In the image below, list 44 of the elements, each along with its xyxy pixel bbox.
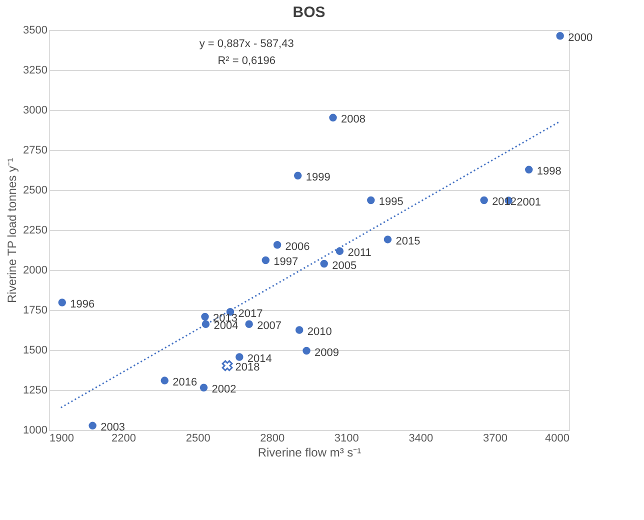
annotation: y = 0,887x - 587,43 <box>199 38 294 50</box>
annotation: 1997 <box>274 256 298 268</box>
y-tick-label: 2500 <box>23 184 48 196</box>
y-tick-label: 2000 <box>23 264 48 276</box>
x-tick-label: 2200 <box>112 432 136 444</box>
annotation: 2000 <box>568 32 593 44</box>
x-tick-label: 3700 <box>482 432 508 444</box>
annotation: 2016 <box>172 376 198 389</box>
annotation: 2005 <box>332 260 357 272</box>
x-tick-label: 4000 <box>545 432 570 444</box>
y-tick-label: 2250 <box>23 224 48 236</box>
y-tick-label: 1500 <box>23 344 48 356</box>
annotation: R² = 0,6196 <box>218 55 276 67</box>
annotation: 1999 <box>306 172 330 184</box>
annotation: 1998 <box>536 166 562 178</box>
chart-title: BOS <box>292 4 326 21</box>
y-tick-label: 1750 <box>23 304 48 316</box>
annotation: 2001 <box>516 196 542 209</box>
x-tick-label: 1900 <box>50 432 74 444</box>
annotation: 2003 <box>100 422 126 434</box>
y-tick-label: 3000 <box>23 104 48 116</box>
y-tick-label: 2750 <box>23 144 48 156</box>
annotation: 2010 <box>307 326 332 338</box>
annotation: 1995 <box>378 196 404 208</box>
annotation: 2002 <box>212 384 236 396</box>
annotation: 2017 <box>238 308 263 320</box>
y-axis-title: Riverine TP load tonnes y⁻¹ <box>5 158 20 303</box>
annotation: 2011 <box>348 247 372 260</box>
annotation: 2009 <box>314 346 340 359</box>
y-tick-label: 1000 <box>23 424 48 436</box>
y-tick-label: 1250 <box>23 384 48 396</box>
annotation: 2007 <box>257 320 282 332</box>
x-tick-label: 3400 <box>408 432 434 444</box>
annotation: 2012 <box>492 196 517 208</box>
annotation: 2015 <box>396 235 420 248</box>
x-tick-label: 2800 <box>260 432 285 444</box>
annotation: 2006 <box>285 240 310 253</box>
x-tick-label: 3100 <box>334 432 359 444</box>
annotation: 1996 <box>70 298 95 310</box>
y-tick-label: 3250 <box>23 64 48 76</box>
x-tick-label: 2500 <box>186 432 210 444</box>
y-tick-label: 3500 <box>23 24 48 36</box>
annotation: 2008 <box>341 114 366 126</box>
x-axis-title: Riverine flow m³ s⁻¹ <box>258 446 362 460</box>
